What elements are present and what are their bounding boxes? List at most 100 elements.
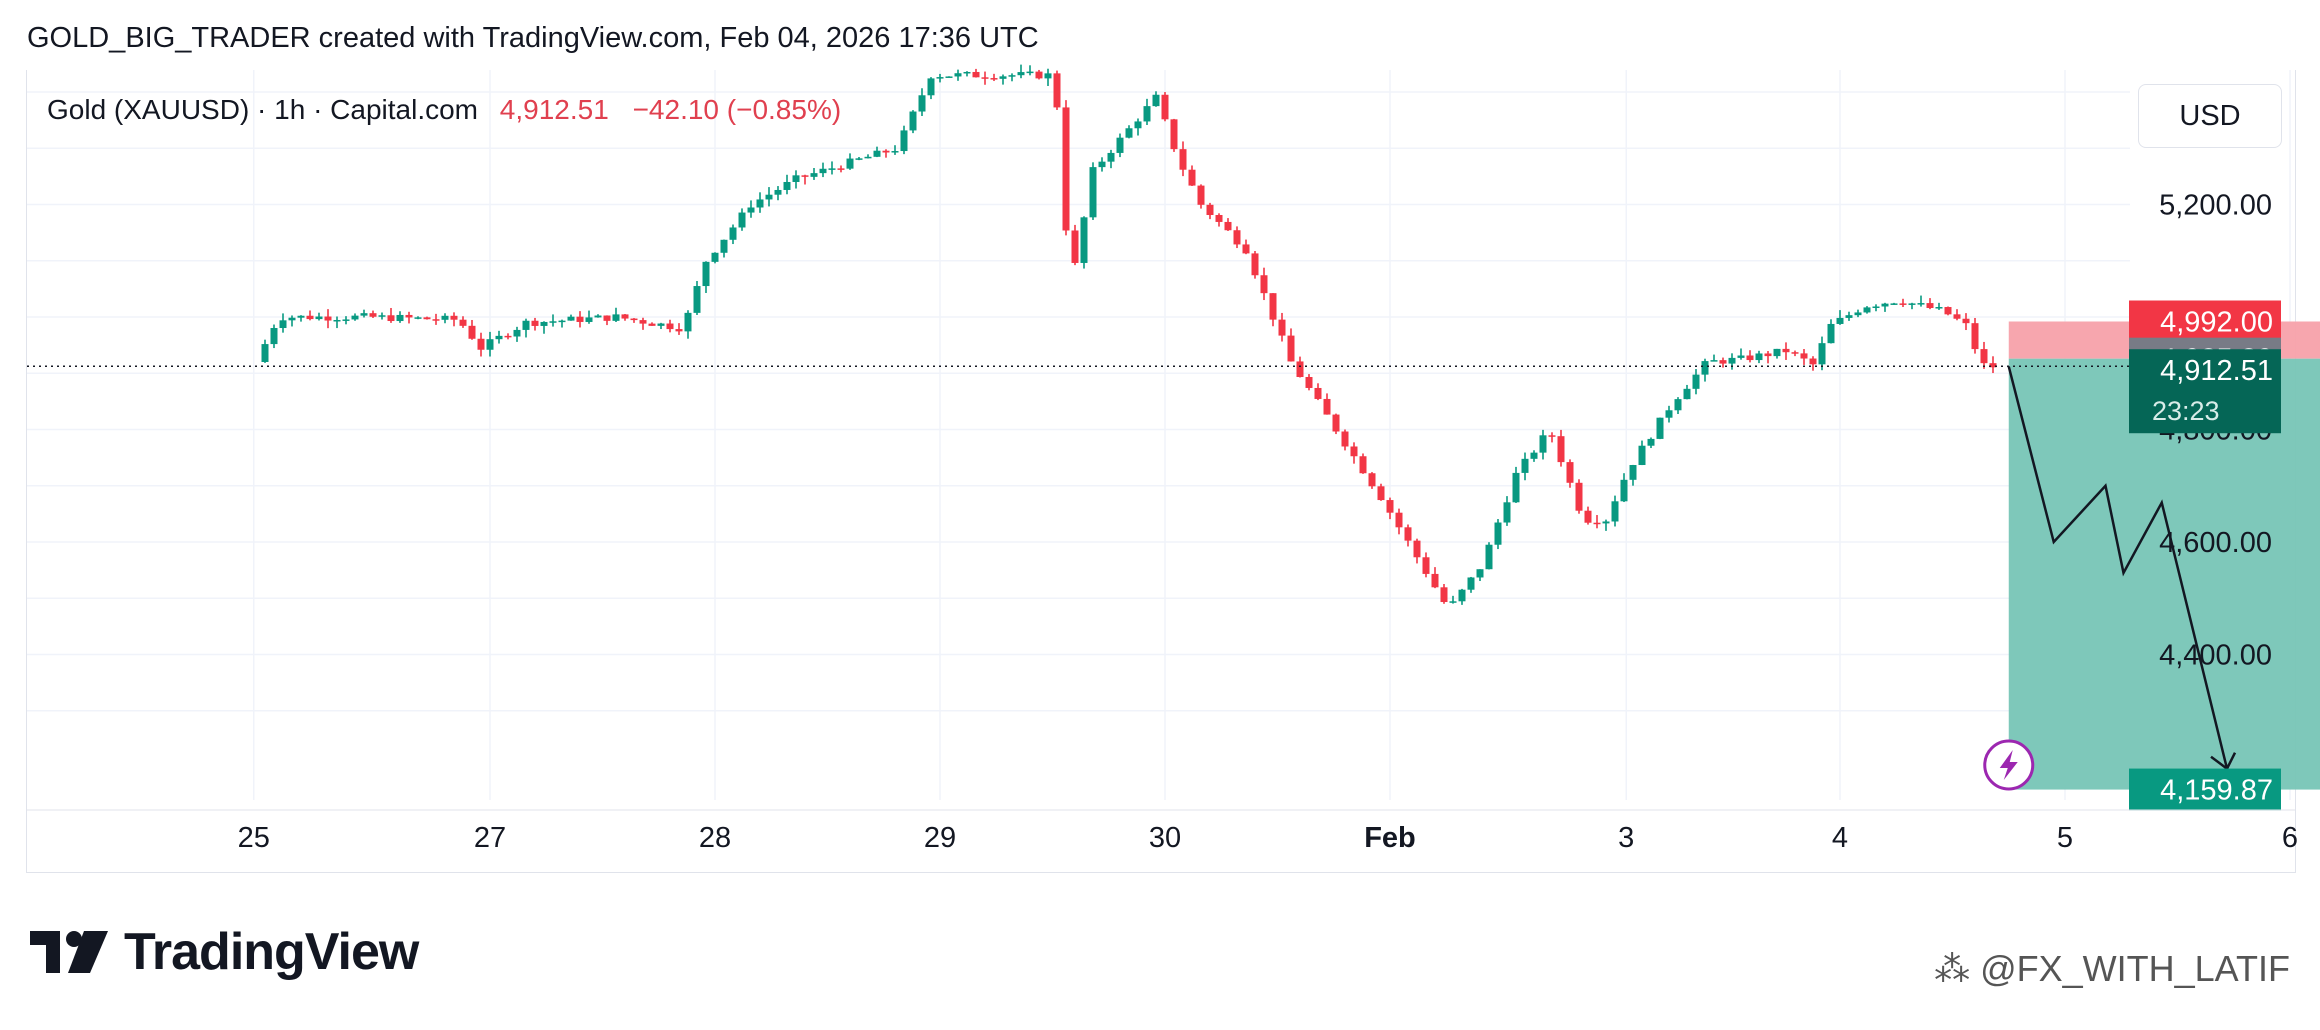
candle-body[interactable] [1845, 315, 1853, 318]
candle-body[interactable] [783, 181, 791, 190]
candle-body[interactable] [1683, 388, 1691, 400]
candle-body[interactable] [477, 338, 485, 350]
candle-body[interactable] [801, 175, 809, 177]
candle-body[interactable] [810, 173, 818, 177]
candle-body[interactable] [1863, 307, 1871, 313]
candle-body[interactable] [1539, 435, 1547, 453]
candle-body[interactable] [1296, 361, 1304, 377]
candle-body[interactable] [774, 189, 782, 195]
candle-body[interactable] [1089, 167, 1097, 218]
currency-selector[interactable]: USD [2138, 84, 2282, 148]
candle-body[interactable] [1215, 215, 1223, 222]
candle-body[interactable] [1944, 307, 1952, 315]
candle-body[interactable] [1071, 230, 1079, 263]
candle-body[interactable] [1386, 500, 1394, 513]
candle-body[interactable] [954, 73, 962, 77]
candle-body[interactable] [1656, 417, 1664, 439]
candle-body[interactable] [846, 158, 854, 169]
candle-body[interactable] [270, 328, 278, 345]
candle-body[interactable] [279, 320, 287, 329]
candle-body[interactable] [873, 150, 881, 157]
candle-body[interactable] [819, 168, 827, 174]
candle-body[interactable] [297, 315, 305, 318]
candle-body[interactable] [1800, 353, 1808, 359]
candle-body[interactable] [351, 315, 359, 320]
candle-body[interactable] [333, 319, 341, 322]
candle-body[interactable] [1413, 540, 1421, 558]
candle-body[interactable] [711, 252, 719, 262]
candle-body[interactable] [1773, 348, 1781, 357]
candle-body[interactable] [342, 319, 350, 321]
candle-body[interactable] [1359, 456, 1367, 474]
candle-body[interactable] [1305, 376, 1313, 388]
candle-body[interactable] [1890, 303, 1898, 305]
candle-body[interactable] [1152, 94, 1160, 107]
candle-body[interactable] [378, 315, 386, 317]
candle-body[interactable] [792, 175, 800, 182]
candle-body[interactable] [1647, 438, 1655, 446]
candle-body[interactable] [1260, 275, 1268, 294]
candle-body[interactable] [648, 323, 656, 326]
candle-body[interactable] [1827, 323, 1835, 344]
candle-body[interactable] [1251, 253, 1259, 276]
candle-body[interactable] [1080, 217, 1088, 263]
candle-body[interactable] [405, 314, 413, 318]
candle-body[interactable] [1746, 355, 1754, 361]
candle-body[interactable] [1134, 121, 1142, 129]
candle-body[interactable] [1206, 204, 1214, 216]
candle-body[interactable] [1125, 128, 1133, 138]
candle-body[interactable] [1044, 73, 1052, 79]
candle-body[interactable] [1242, 244, 1250, 254]
candle-body[interactable] [1062, 107, 1070, 231]
candle-body[interactable] [837, 168, 845, 170]
candle-body[interactable] [1737, 355, 1745, 358]
candle-body[interactable] [495, 335, 503, 340]
candle-body[interactable] [513, 329, 521, 337]
candle-body[interactable] [1035, 71, 1043, 79]
projection-arrow-path[interactable] [2007, 366, 2229, 769]
candle-body[interactable] [1782, 348, 1790, 353]
candle-body[interactable] [1008, 75, 1016, 77]
candle-body[interactable] [1899, 303, 1907, 305]
candle-body[interactable] [1566, 462, 1574, 483]
candle-body[interactable] [1791, 352, 1799, 354]
candle-body[interactable] [1881, 303, 1889, 307]
candle-body[interactable] [720, 239, 728, 253]
candle-body[interactable] [1593, 522, 1601, 525]
candle-body[interactable] [1431, 573, 1439, 588]
candle-body[interactable] [396, 314, 404, 322]
candle-body[interactable] [504, 335, 512, 338]
candle-body[interactable] [540, 321, 548, 326]
candle-body[interactable] [1503, 502, 1511, 523]
candle-body[interactable] [1170, 119, 1178, 150]
candle-body[interactable] [558, 320, 566, 323]
candle-body[interactable] [612, 314, 620, 321]
candle-body[interactable] [1548, 435, 1556, 437]
candle-body[interactable] [1368, 473, 1376, 487]
candle-body[interactable] [963, 71, 971, 74]
candle-body[interactable] [1026, 71, 1034, 74]
candle-body[interactable] [1575, 482, 1583, 511]
candle-body[interactable] [1314, 387, 1322, 399]
candle-body[interactable] [450, 315, 458, 320]
candle-body[interactable] [1143, 106, 1151, 122]
candle-body[interactable] [765, 194, 773, 200]
candle-body[interactable] [1854, 312, 1862, 316]
candle-body[interactable] [1017, 72, 1025, 76]
candle-body[interactable] [1224, 221, 1232, 231]
candle-body[interactable] [729, 227, 737, 240]
candle-body[interactable] [1872, 306, 1880, 308]
candle-body[interactable] [684, 312, 692, 332]
candle-body[interactable] [1278, 319, 1286, 336]
candle-body[interactable] [1719, 360, 1727, 364]
candle-body[interactable] [1764, 353, 1772, 357]
candle-body[interactable] [1107, 152, 1115, 162]
candle-body[interactable] [288, 317, 296, 321]
candle-body[interactable] [918, 95, 926, 112]
candle-body[interactable] [1116, 137, 1124, 153]
candle-body[interactable] [891, 151, 899, 153]
candle-body[interactable] [972, 71, 980, 78]
candle-body[interactable] [1161, 94, 1169, 120]
candle-body[interactable] [1476, 569, 1484, 578]
